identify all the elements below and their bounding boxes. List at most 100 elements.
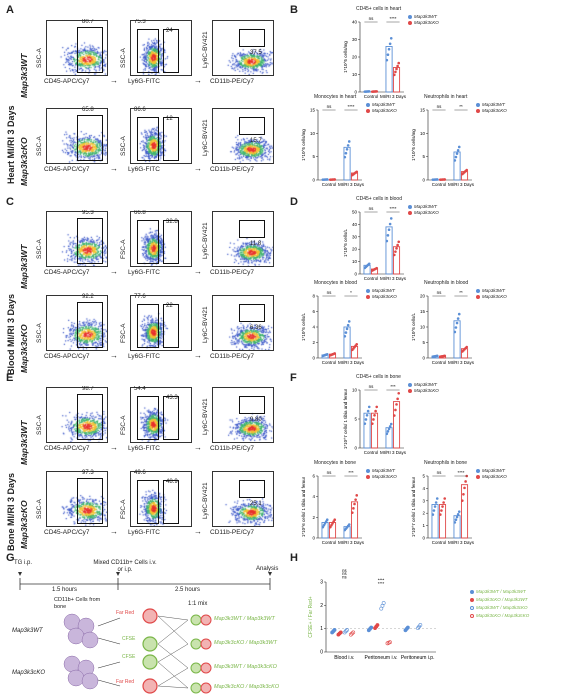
y-tick-label: 0: [312, 178, 315, 183]
data-point: [332, 628, 337, 632]
gate: [137, 480, 159, 524]
x-axis-label: CD11b-PE/Cy7: [210, 166, 254, 173]
data-point: [375, 623, 380, 627]
data-point: [455, 515, 459, 519]
analysis-label: Analysis: [256, 566, 279, 572]
y-axis-label: Ly6C-BV421: [202, 482, 209, 519]
data-point: [455, 321, 459, 325]
chart-title: Neutrophils in bone: [424, 460, 468, 466]
chart-legend: Map3k3WT Map3k3cKO: [476, 468, 507, 480]
x-axis-label: CD11b-PE/Cy7: [210, 445, 254, 452]
bar: [385, 226, 393, 275]
gate-value: 92.2: [82, 294, 94, 300]
data-point: [353, 502, 356, 506]
legend-item: Map3k3cKO / Map3k3cKO: [470, 612, 529, 620]
gate-value: 24: [166, 28, 173, 34]
y-tick-label: 30: [352, 234, 358, 239]
gate: [239, 29, 265, 47]
y-axis-label: 1*10^5 cells/mg: [411, 129, 416, 161]
data-point: [439, 513, 442, 516]
x-axis-label: CD11b-PE/Cy7: [210, 353, 254, 360]
x-axis-label: CD45-APC/Cy7: [44, 529, 90, 536]
category-label: MI/RI 3 Days: [338, 540, 365, 545]
row-title-a: Heart MI/RI 3 Days: [6, 105, 16, 184]
y-tick-label: 20: [420, 294, 426, 299]
bar-chart: 0 2 4 6 8 Control ns MI/RI 3 Days * 1*10^5 cells/…: [301, 290, 365, 365]
y-tick-label: 40: [352, 222, 358, 227]
y-tick-label: 6: [312, 309, 315, 314]
y-axis-label: CFSE+ / Far Red+: [308, 596, 314, 637]
y-tick-label: 0: [354, 90, 357, 95]
facs-plot: [130, 471, 192, 527]
panel-label-c: C: [6, 196, 14, 208]
gate-value: 98.7: [82, 386, 94, 392]
legend-item: Map3k3cKO: [476, 474, 507, 480]
data-point: [346, 323, 350, 327]
y-tick-label: 4: [422, 486, 425, 491]
data-point: [441, 505, 444, 508]
genotype-label: Map3k3cKO: [19, 137, 29, 186]
x-axis-label: Ly6G-FITC: [128, 529, 160, 536]
data-point: [405, 625, 410, 630]
facs-plot: [212, 471, 274, 527]
data-point: [355, 170, 359, 174]
gate-value: 75.3: [134, 19, 146, 25]
bar-chart: 0 5 10 15 Control ns MI/RI 3 Days **** 1*10^5 ce…: [301, 104, 365, 187]
category-label: Control: [364, 276, 379, 281]
data-point: [456, 317, 460, 320]
data-point: [394, 250, 397, 253]
arrow-icon: →: [194, 443, 202, 452]
data-point: [443, 178, 447, 181]
data-point: [343, 155, 347, 159]
y-tick-label: 15: [310, 108, 316, 113]
data-point: [367, 405, 371, 409]
y-tick-label: 0: [422, 536, 425, 541]
category-label: Control: [322, 540, 337, 545]
y-axis-label: Ly6C-BV421: [202, 119, 209, 156]
x-axis-label: Ly6G-FITC: [128, 269, 160, 276]
data-point: [387, 47, 391, 51]
legend-item: Map3k3WT / Map3k3cKO: [470, 604, 529, 612]
chart-title: CD45+ cells in heart: [356, 6, 402, 12]
data-point: [352, 507, 355, 510]
significance-label: ****: [378, 578, 385, 583]
category-label: Control: [432, 360, 447, 365]
data-point: [351, 511, 354, 514]
source-label: CD11b+ Cells from bone: [54, 597, 101, 610]
x-axis-label: Ly6G-FITC: [128, 353, 160, 360]
category-label: Control: [364, 450, 379, 455]
y-tick-label: 10: [420, 131, 426, 136]
gate-value: 25.1: [250, 501, 262, 507]
data-point: [366, 409, 370, 413]
data-point: [344, 151, 348, 155]
data-point: [453, 159, 457, 162]
genotype-wt: Map3k3WT: [12, 628, 43, 634]
y-axis-label: Ly6C-BV421: [202, 31, 209, 68]
data-point: [456, 513, 460, 516]
chart-title: CD45+ cells in bone: [356, 374, 401, 380]
significance-label: ***: [348, 470, 354, 475]
bar-chart: 0 1 2 3 4 5 Control ns MI/RI 3 Days **** 1*10^7 ce…: [411, 470, 475, 545]
gate-value: 37.5: [250, 50, 262, 56]
x-axis-label: Ly6G-FITC: [128, 166, 160, 173]
y-axis-label: SSC-A: [36, 499, 43, 519]
chart-legend-h: Map3k3WT / Map3k3WT Map3k3cKO / Map3k3WT M…: [470, 588, 529, 620]
y-axis-label: FSC-A: [120, 415, 127, 436]
y-tick-label: 15: [420, 309, 426, 314]
significance-label: ns: [327, 290, 333, 295]
data-point: [394, 408, 397, 412]
data-point: [393, 73, 396, 77]
category-label: Blood i.v.: [334, 655, 354, 661]
data-point: [346, 144, 350, 147]
data-point: [465, 345, 469, 349]
data-point: [396, 243, 399, 247]
data-point: [396, 397, 399, 401]
x-axis-label: Ly6G-FITC: [128, 78, 160, 85]
data-point: [456, 149, 460, 152]
category-label: Peritoneum i.p.: [401, 655, 435, 661]
data-point: [345, 147, 349, 151]
x-axis-label: CD11b-PE/Cy7: [210, 269, 254, 276]
y-axis-label: 1*10^6 cells/ 1 tibia and femur: [301, 476, 306, 537]
y-axis-label: FSC-A: [120, 239, 127, 260]
mix-3: Map3k3WT / Map3k3cKO: [214, 664, 277, 670]
